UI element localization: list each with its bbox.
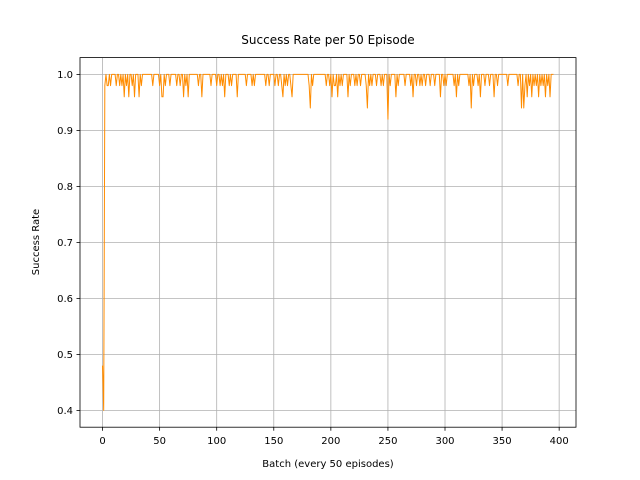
y-tick-label: 0.7 — [57, 238, 73, 249]
line — [102, 73, 554, 411]
y-tick-label: 0.4 — [57, 406, 73, 417]
x-tick-label: 250 — [378, 436, 397, 447]
y-tick-label: 0.5 — [57, 350, 73, 361]
y-tick-label: 0.8 — [57, 182, 73, 193]
y-tick-label: 1.0 — [57, 70, 73, 81]
y-tick-label: 0.9 — [57, 126, 73, 137]
ticks: 0 50 100 150 200 250 300 350 400 0.4 0.5 0.6 0.7 0.8 0… — [57, 70, 569, 447]
x-tick-label: 300 — [435, 436, 454, 447]
chart-title: Success Rate per 50 Episode — [241, 33, 414, 47]
x-tick-label: 150 — [264, 436, 283, 447]
x-tick-label: 50 — [153, 436, 166, 447]
x-tick-label: 400 — [550, 436, 569, 447]
x-axis-label: Batch (every 50 episodes) — [262, 459, 393, 470]
plot — [102, 73, 554, 411]
x-tick-label: 200 — [321, 436, 340, 447]
y-tick-label: 0.6 — [57, 294, 73, 305]
y-axis-label: Success Rate — [31, 209, 42, 275]
x-tick-label: 0 — [99, 436, 105, 447]
x-tick-label: 350 — [493, 436, 512, 447]
x-tick-label: 100 — [207, 436, 226, 447]
